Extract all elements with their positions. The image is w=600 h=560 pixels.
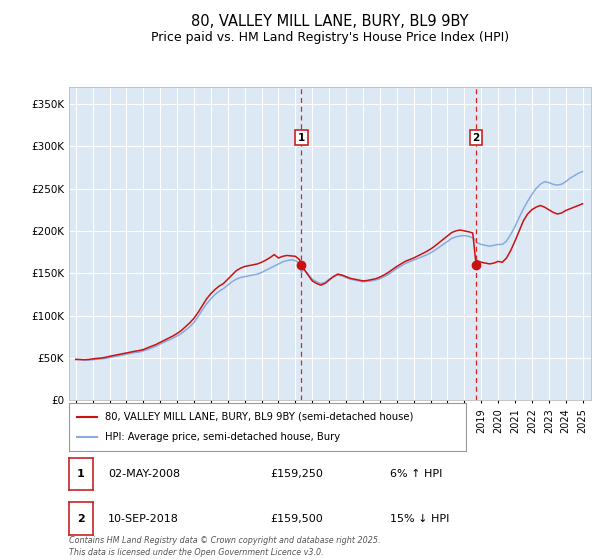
Text: 1: 1	[77, 469, 85, 479]
Text: 1: 1	[298, 133, 305, 143]
Text: 2: 2	[77, 514, 85, 524]
Text: £159,500: £159,500	[270, 514, 323, 524]
Text: 2: 2	[473, 133, 480, 143]
Text: HPI: Average price, semi-detached house, Bury: HPI: Average price, semi-detached house,…	[105, 432, 340, 442]
Text: 80, VALLEY MILL LANE, BURY, BL9 9BY: 80, VALLEY MILL LANE, BURY, BL9 9BY	[191, 14, 469, 29]
Text: £159,250: £159,250	[270, 469, 323, 479]
Text: Price paid vs. HM Land Registry's House Price Index (HPI): Price paid vs. HM Land Registry's House …	[151, 31, 509, 44]
Text: 6% ↑ HPI: 6% ↑ HPI	[390, 469, 442, 479]
Text: 80, VALLEY MILL LANE, BURY, BL9 9BY (semi-detached house): 80, VALLEY MILL LANE, BURY, BL9 9BY (sem…	[105, 412, 413, 422]
Text: 10-SEP-2018: 10-SEP-2018	[108, 514, 179, 524]
Text: Contains HM Land Registry data © Crown copyright and database right 2025.
This d: Contains HM Land Registry data © Crown c…	[69, 536, 380, 557]
Text: 02-MAY-2008: 02-MAY-2008	[108, 469, 180, 479]
Text: 15% ↓ HPI: 15% ↓ HPI	[390, 514, 449, 524]
